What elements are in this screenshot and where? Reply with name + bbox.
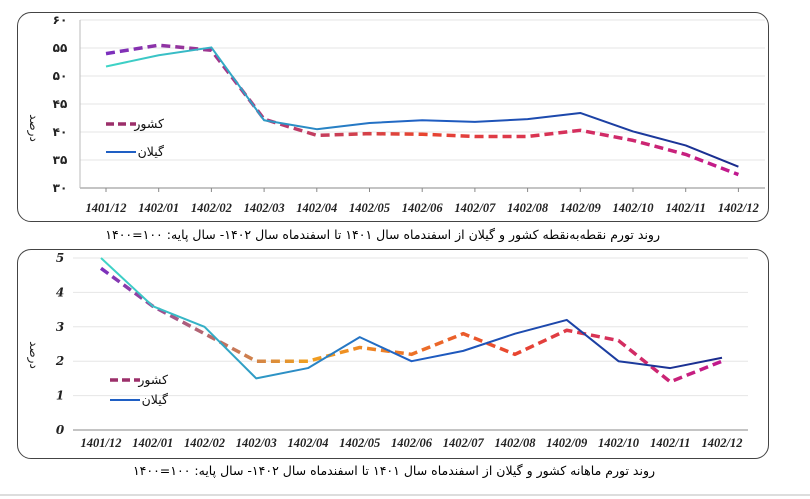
y-tick-label: 0	[56, 423, 65, 437]
y-tick-label: ۵۰	[53, 69, 68, 83]
x-tick-label: 1402/05	[339, 436, 380, 450]
chart-caption-monthly: روند تورم ماهانه کشور و گیلان از اسفندما…	[132, 463, 656, 478]
x-tick-label: 1402/11	[650, 436, 690, 450]
y-tick-label: ۴۰	[53, 125, 68, 139]
x-tick-label: 1402/05	[349, 201, 390, 215]
x-tick-label: 1402/01	[132, 436, 173, 450]
y-tick-label: 4	[56, 285, 64, 299]
x-tick-label: 1402/02	[191, 201, 232, 215]
x-tick-label: 1402/10	[613, 201, 655, 215]
x-tick-label: 1402/06	[391, 436, 433, 450]
x-tick-label: 1402/10	[598, 436, 640, 450]
y-tick-label: ۵۵	[53, 41, 68, 55]
y-tick-label: ۳۵	[53, 153, 68, 167]
x-tick-label: 1402/03	[244, 201, 285, 215]
x-tick-label: 1402/02	[184, 436, 225, 450]
x-tick-label: 1402/08	[495, 436, 537, 450]
series-line-gilan	[105, 46, 739, 168]
y-tick-label: 1	[56, 389, 64, 403]
chart-2: 0 1 2 3 4 5 1401/12 1402/01 1402/02 1402/03 1402/0…	[26, 251, 748, 450]
x-tick-label: 1402/03	[236, 436, 277, 450]
x-tick-label: 1402/09	[546, 436, 588, 450]
legend-label: گیلان	[142, 392, 168, 407]
y-tick-label: ۴۵	[53, 97, 68, 111]
series-line-country	[105, 43, 740, 177]
x-tick-label: 1402/08	[507, 201, 549, 215]
divider	[0, 494, 810, 496]
y-tick-label: 5	[56, 251, 64, 265]
series-line-gilan	[100, 257, 723, 380]
y-axis-label: درصد	[26, 341, 41, 369]
x-tick-label: 1402/09	[560, 201, 602, 215]
y-tick-label: ۶۰	[53, 13, 68, 27]
x-tick-label: 1401/12	[81, 436, 122, 450]
x-tick-label: 1402/01	[138, 201, 179, 215]
x-tick-label: 1402/11	[666, 201, 706, 215]
y-tick-label: ۳۰	[53, 181, 68, 195]
chart-1: ۳۰ ۳۵ ۴۰ ۴۵ ۵۰ ۵۵ ۶۰ 1401/12 1402/01 1402/02 1402/…	[26, 13, 765, 215]
x-tick-label: 1402/04	[288, 436, 329, 450]
x-tick-label: 1402/07	[454, 201, 496, 215]
y-tick-label: 3	[56, 320, 64, 334]
x-tick-label: 1402/06	[402, 201, 444, 215]
legend-label: کشور	[133, 116, 164, 132]
chart-caption-point-to-point: روند تورم نقطه‌به‌نقطه کشور و گیلان از ا…	[105, 227, 660, 242]
x-tick-label: 1402/12	[702, 436, 743, 450]
x-tick-label: 1402/12	[718, 201, 759, 215]
x-tick-label: 1401/12	[86, 201, 127, 215]
y-axis-label: درصد	[26, 114, 41, 142]
chart-frame-monthly	[17, 249, 769, 459]
y-tick-label: 2	[55, 354, 64, 368]
legend-label: کشور	[137, 372, 168, 388]
legend-label: گیلان	[138, 144, 164, 159]
series-line-country	[99, 266, 723, 384]
x-tick-label: 1402/07	[443, 436, 485, 450]
x-tick-label: 1402/04	[296, 201, 337, 215]
